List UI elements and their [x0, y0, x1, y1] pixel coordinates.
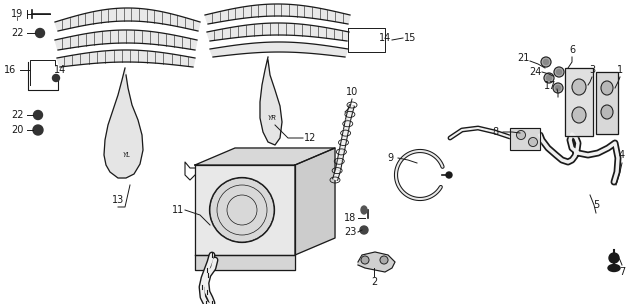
- Ellipse shape: [553, 83, 563, 93]
- Ellipse shape: [547, 75, 552, 81]
- Ellipse shape: [572, 79, 586, 95]
- Polygon shape: [195, 165, 295, 255]
- Text: 23: 23: [344, 227, 356, 237]
- Bar: [510, 128, 540, 150]
- Text: 17: 17: [544, 81, 556, 91]
- Polygon shape: [207, 23, 349, 41]
- Text: 11: 11: [172, 205, 184, 215]
- Ellipse shape: [601, 105, 613, 119]
- Text: YR: YR: [268, 115, 276, 121]
- Text: 4: 4: [619, 150, 625, 160]
- Polygon shape: [55, 30, 197, 50]
- Ellipse shape: [446, 172, 452, 178]
- Text: 8: 8: [492, 127, 498, 137]
- Polygon shape: [57, 50, 195, 67]
- Text: 12: 12: [304, 133, 316, 143]
- Text: 1: 1: [617, 65, 623, 75]
- Ellipse shape: [516, 130, 525, 140]
- Ellipse shape: [609, 253, 619, 263]
- Bar: [596, 72, 618, 134]
- Ellipse shape: [35, 29, 45, 37]
- Text: 20: 20: [11, 125, 23, 135]
- Text: 6: 6: [569, 45, 575, 55]
- Ellipse shape: [361, 206, 367, 214]
- Bar: [510, 128, 540, 150]
- Text: 21: 21: [517, 53, 529, 63]
- Text: 16: 16: [4, 65, 16, 75]
- Text: 22: 22: [11, 28, 23, 38]
- Text: 19: 19: [11, 9, 23, 19]
- Bar: [596, 72, 618, 134]
- Text: 10: 10: [346, 87, 358, 97]
- Text: 5: 5: [593, 200, 599, 210]
- Ellipse shape: [556, 85, 561, 91]
- Text: 2: 2: [371, 277, 377, 287]
- Polygon shape: [104, 68, 143, 178]
- Polygon shape: [260, 57, 282, 145]
- Ellipse shape: [529, 137, 538, 147]
- Bar: [565, 68, 593, 136]
- Polygon shape: [205, 4, 350, 24]
- Polygon shape: [358, 252, 395, 272]
- Polygon shape: [55, 8, 200, 31]
- Ellipse shape: [380, 256, 388, 264]
- Text: 9: 9: [387, 153, 393, 163]
- Text: 18: 18: [344, 213, 356, 223]
- Ellipse shape: [572, 107, 586, 123]
- Ellipse shape: [52, 74, 60, 81]
- Ellipse shape: [541, 57, 551, 67]
- Ellipse shape: [554, 67, 564, 77]
- Ellipse shape: [33, 110, 42, 119]
- Polygon shape: [195, 148, 335, 165]
- Ellipse shape: [360, 226, 368, 234]
- Ellipse shape: [209, 178, 275, 243]
- Ellipse shape: [608, 264, 620, 271]
- Text: 22: 22: [11, 110, 23, 120]
- Bar: [565, 68, 593, 136]
- Text: 14: 14: [379, 33, 391, 43]
- Polygon shape: [210, 42, 348, 57]
- Text: 14: 14: [54, 65, 66, 75]
- Polygon shape: [195, 255, 295, 270]
- Ellipse shape: [361, 256, 369, 264]
- Ellipse shape: [544, 73, 554, 83]
- Text: 3: 3: [589, 65, 595, 75]
- Ellipse shape: [557, 70, 561, 74]
- Text: 15: 15: [404, 33, 416, 43]
- Polygon shape: [295, 148, 335, 255]
- Ellipse shape: [601, 81, 613, 95]
- Text: 24: 24: [529, 67, 541, 77]
- Ellipse shape: [543, 60, 548, 64]
- Text: YL: YL: [123, 152, 131, 158]
- Text: 7: 7: [619, 267, 625, 277]
- Ellipse shape: [33, 125, 43, 135]
- Text: 13: 13: [112, 195, 124, 205]
